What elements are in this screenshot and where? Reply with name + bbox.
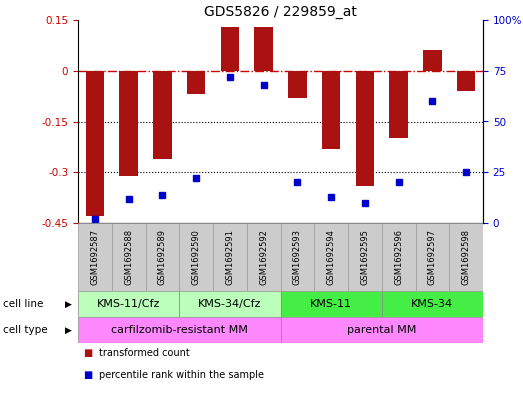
Bar — [78, 223, 112, 291]
Text: KMS-34/Cfz: KMS-34/Cfz — [198, 299, 262, 309]
Text: GSM1692589: GSM1692589 — [158, 229, 167, 285]
Bar — [280, 291, 382, 317]
Text: GSM1692588: GSM1692588 — [124, 229, 133, 285]
Text: GSM1692591: GSM1692591 — [225, 229, 234, 285]
Bar — [280, 317, 483, 343]
Bar — [348, 223, 382, 291]
Text: GSM1692592: GSM1692592 — [259, 229, 268, 285]
Text: cell type: cell type — [3, 325, 47, 335]
Bar — [356, 71, 374, 186]
Text: transformed count: transformed count — [99, 348, 190, 358]
Bar — [221, 27, 239, 71]
Text: parental MM: parental MM — [347, 325, 416, 335]
Bar — [382, 291, 483, 317]
Bar — [254, 27, 273, 71]
Bar — [457, 71, 475, 91]
Bar — [119, 71, 138, 176]
Text: GSM1692595: GSM1692595 — [360, 229, 369, 285]
Bar — [314, 223, 348, 291]
Bar — [179, 223, 213, 291]
Text: GSM1692598: GSM1692598 — [462, 229, 471, 285]
Bar — [288, 71, 306, 98]
Text: GSM1692587: GSM1692587 — [90, 229, 99, 285]
Text: ▶: ▶ — [65, 325, 72, 334]
Bar — [78, 317, 280, 343]
Title: GDS5826 / 229859_at: GDS5826 / 229859_at — [204, 5, 357, 19]
Bar — [213, 223, 247, 291]
Text: ■: ■ — [83, 348, 93, 358]
Bar — [78, 291, 179, 317]
Text: GSM1692593: GSM1692593 — [293, 229, 302, 285]
Bar — [112, 223, 145, 291]
Bar — [423, 50, 441, 71]
Bar — [415, 223, 449, 291]
Bar — [389, 71, 408, 138]
Bar — [280, 223, 314, 291]
Text: carfilzomib-resistant MM: carfilzomib-resistant MM — [111, 325, 248, 335]
Bar — [247, 223, 280, 291]
Bar — [145, 223, 179, 291]
Text: KMS-11/Cfz: KMS-11/Cfz — [97, 299, 161, 309]
Text: ■: ■ — [83, 370, 93, 380]
Bar — [179, 291, 280, 317]
Text: percentile rank within the sample: percentile rank within the sample — [99, 370, 264, 380]
Bar — [449, 223, 483, 291]
Text: KMS-34: KMS-34 — [411, 299, 453, 309]
Text: GSM1692596: GSM1692596 — [394, 229, 403, 285]
Bar — [322, 71, 340, 149]
Text: KMS-11: KMS-11 — [310, 299, 352, 309]
Text: GSM1692597: GSM1692597 — [428, 229, 437, 285]
Text: ▶: ▶ — [65, 299, 72, 309]
Bar — [382, 223, 415, 291]
Bar — [153, 71, 172, 159]
Text: GSM1692594: GSM1692594 — [327, 229, 336, 285]
Text: GSM1692590: GSM1692590 — [191, 229, 201, 285]
Bar — [86, 71, 104, 216]
Bar — [187, 71, 206, 94]
Text: cell line: cell line — [3, 299, 43, 309]
